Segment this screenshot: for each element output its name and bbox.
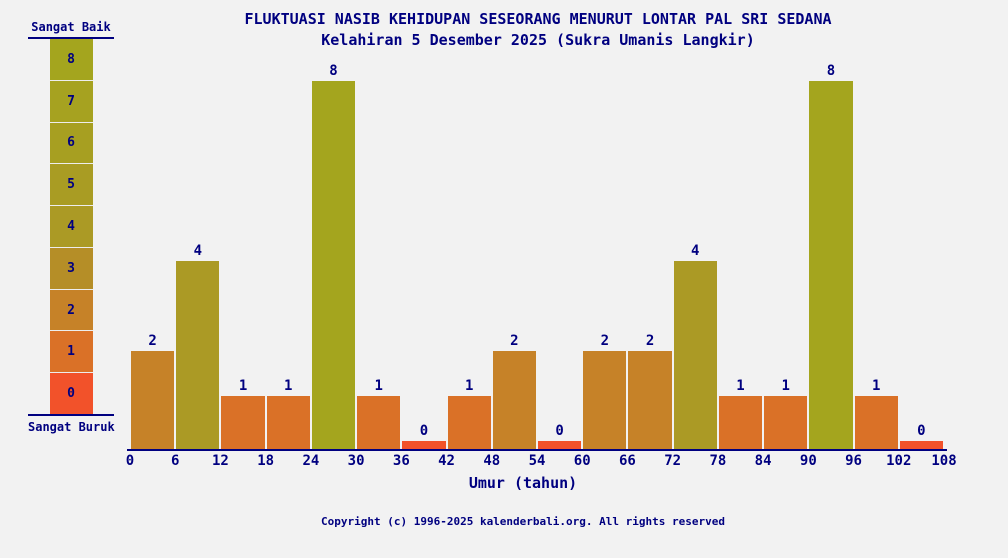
x-tick-84: 84 <box>754 453 772 469</box>
legend-worst-label: Sangat Buruk <box>28 414 115 434</box>
copyright-text: Copyright (c) 1996-2025 kalenderbali.org… <box>321 515 725 528</box>
bar-value-label: 8 <box>329 63 338 79</box>
x-tick-24: 24 <box>302 453 320 469</box>
bar-age-24-30 <box>311 81 356 449</box>
x-tick-90: 90 <box>799 453 817 469</box>
bar-age-102-108 <box>899 441 943 449</box>
bar-age-12-18 <box>221 396 265 449</box>
legend-best-label: Sangat Baik <box>28 20 114 39</box>
x-tick-0: 0 <box>125 453 135 469</box>
legend-level-0: 0 <box>49 373 93 415</box>
legend-level-1: 1 <box>49 331 93 374</box>
bar-value-label: 0 <box>419 423 429 439</box>
bar-age-60-66 <box>583 351 627 449</box>
x-tick-12: 12 <box>212 453 229 469</box>
bar-value-label: 4 <box>691 243 700 259</box>
x-tick-66: 66 <box>619 453 636 469</box>
x-tick-102: 102 <box>886 453 912 469</box>
bar-value-label: 1 <box>736 378 745 394</box>
bar-age-66-72 <box>628 351 672 449</box>
bar-age-30-36 <box>357 396 401 449</box>
x-tick-18: 18 <box>257 453 275 469</box>
x-tick-108: 108 <box>931 453 957 469</box>
bar-age-90-96 <box>809 81 853 449</box>
chart-title: FLUKTUASI NASIB KEHIDUPAN SESEORANG MENU… <box>244 10 832 28</box>
bar-age-54-60 <box>538 441 582 449</box>
legend-level-7: 7 <box>49 80 93 123</box>
bar-value-label: 1 <box>374 378 383 394</box>
x-tick-96: 96 <box>845 453 862 469</box>
bar-plot: 2 4 1 1 8 1 0 1 2 0 2 2 4 1 1 8 1 0 <box>130 56 944 449</box>
bar-value-label: 2 <box>510 333 519 349</box>
bar-age-84-90 <box>764 396 808 449</box>
legend-level-8: 8 <box>49 39 93 81</box>
x-axis-title: Umur (tahun) <box>468 474 578 492</box>
bar-value-label: 2 <box>600 333 610 349</box>
bar-age-42-48 <box>447 396 491 449</box>
x-tick-6: 6 <box>171 453 180 469</box>
bar-value-label: 1 <box>238 378 248 394</box>
legend-level-2: 2 <box>49 289 93 332</box>
legend-level-4: 4 <box>49 206 93 248</box>
x-axis-line <box>127 449 947 451</box>
bar-age-72-78 <box>673 261 717 449</box>
bar-value-label: 0 <box>555 423 564 439</box>
x-axis-ticks: 0 6 12 18 24 30 36 42 48 54 60 66 72 78 84 90 96 102 108 <box>126 453 957 470</box>
x-tick-78: 78 <box>709 453 727 469</box>
bar-value-label: 1 <box>284 378 293 394</box>
x-tick-48: 48 <box>483 453 501 469</box>
bar-age-18-24 <box>266 396 310 449</box>
bar-value-label: 1 <box>871 378 881 394</box>
bar-age-96-102 <box>854 396 898 449</box>
x-tick-42: 42 <box>438 453 455 469</box>
bar-value-label: 4 <box>193 243 203 259</box>
bar-value-label: 2 <box>148 333 157 349</box>
bar-value-label: 2 <box>645 333 655 349</box>
bar-age-36-42 <box>402 441 446 449</box>
x-tick-72: 72 <box>664 453 682 469</box>
bar-value-label: 8 <box>826 63 836 79</box>
bar-value-label: 0 <box>917 423 926 439</box>
legend-level-6: 6 <box>49 122 93 165</box>
bar-age-78-84 <box>718 396 763 449</box>
bar-value-label: 1 <box>464 378 474 394</box>
bar-age-48-54 <box>492 351 536 449</box>
x-tick-36: 36 <box>392 453 410 469</box>
legend-level-3: 3 <box>49 247 93 290</box>
bar-age-6-12 <box>176 261 220 449</box>
bar-age-0-6 <box>131 351 175 449</box>
legend-level-5: 5 <box>49 164 93 207</box>
x-tick-54: 54 <box>528 453 546 469</box>
bar-value-label: 1 <box>781 378 790 394</box>
x-tick-60: 60 <box>573 453 591 469</box>
chart-subtitle: Kelahiran 5 Desember 2025 (Sukra Umanis … <box>321 31 755 49</box>
x-tick-30: 30 <box>347 453 365 469</box>
